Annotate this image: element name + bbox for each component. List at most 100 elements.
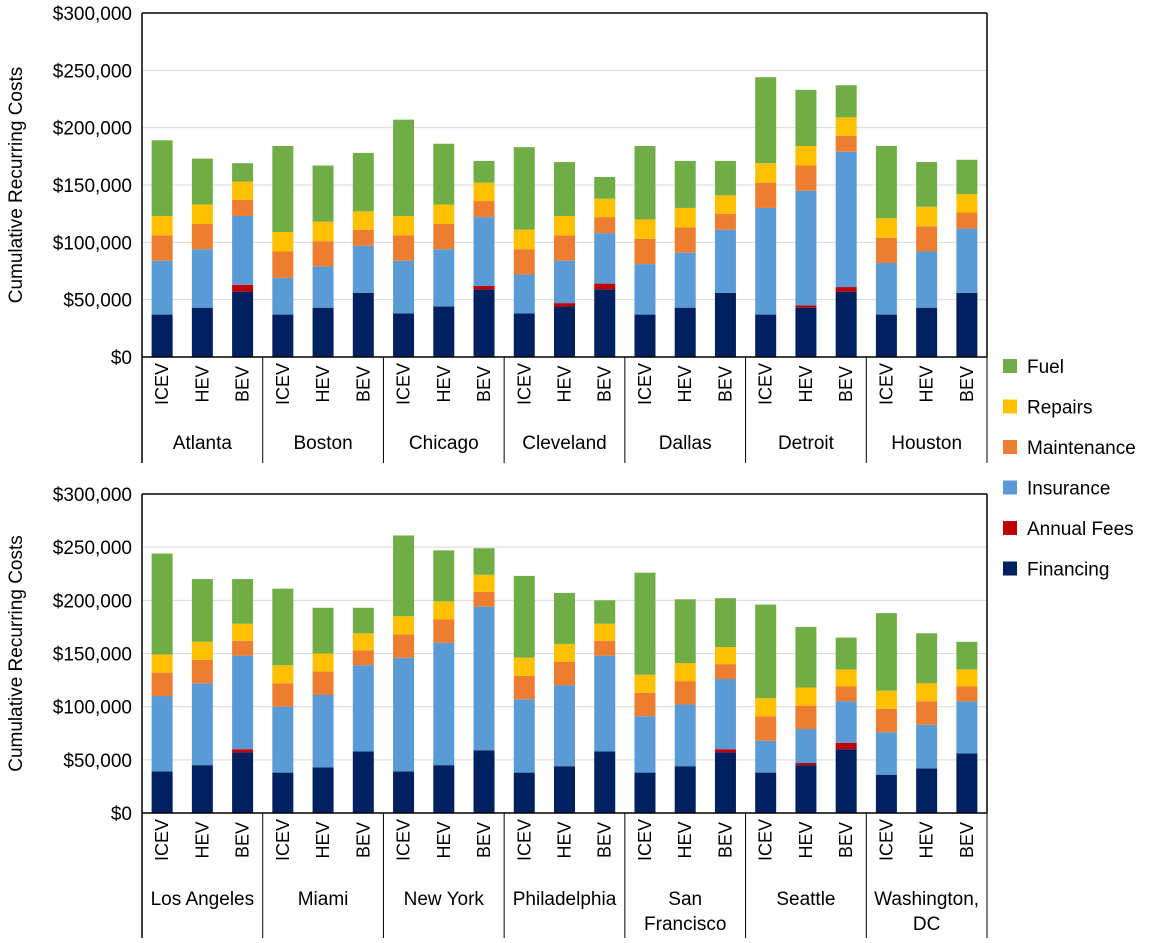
bar-segment-fuel bbox=[272, 588, 294, 666]
bar-segment-repairs bbox=[352, 211, 374, 230]
bar-segment-financing bbox=[795, 307, 817, 357]
bar-segment-maintenance bbox=[272, 251, 294, 278]
bar-segment-maintenance bbox=[875, 708, 897, 733]
legend-swatch bbox=[1003, 521, 1017, 535]
bar-segment-financing bbox=[554, 306, 575, 357]
bar-segment-fuel bbox=[554, 162, 575, 216]
bar-segment-repairs bbox=[473, 182, 495, 202]
bar-segment-financing bbox=[674, 307, 696, 357]
bar-segment-repairs bbox=[312, 653, 334, 672]
bar-segment-repairs bbox=[674, 663, 696, 682]
bar-segment-insurance bbox=[795, 728, 817, 764]
vehicle-type-label: HEV bbox=[434, 821, 454, 858]
vehicle-type-label: ICEV bbox=[152, 363, 172, 405]
bar-segment-maintenance bbox=[352, 650, 374, 666]
vehicle-type-label: BEV bbox=[353, 822, 373, 858]
bar-segment-insurance bbox=[835, 151, 857, 288]
bar-segment-fuel bbox=[513, 575, 535, 658]
city-label: Los Angeles bbox=[151, 889, 255, 910]
bar-segment-financing bbox=[513, 313, 535, 357]
vehicle-type-label: BEV bbox=[595, 366, 615, 402]
bar-segment-repairs bbox=[835, 117, 857, 136]
bar-segment-maintenance bbox=[393, 235, 415, 261]
bar-segment-fuel bbox=[151, 553, 173, 655]
bar-segment-maintenance bbox=[956, 212, 978, 229]
bar-segment-annual-fees bbox=[835, 742, 857, 750]
y-tick-label: $200,000 bbox=[53, 591, 132, 612]
city-label: Detroit bbox=[778, 433, 835, 454]
bar-segment-financing bbox=[191, 765, 213, 813]
bar-segment-maintenance bbox=[513, 249, 535, 275]
bar-segment-financing bbox=[312, 307, 334, 357]
bar-segment-maintenance bbox=[232, 640, 254, 656]
vehicle-type-label: BEV bbox=[957, 822, 977, 858]
bar-segment-insurance bbox=[875, 262, 897, 315]
bar-segment-financing bbox=[875, 774, 897, 813]
bar-segment-insurance bbox=[232, 215, 254, 285]
city-label: DC bbox=[913, 914, 940, 935]
vehicle-type-label: BEV bbox=[474, 822, 494, 858]
bar-segment-insurance bbox=[554, 685, 575, 767]
bar-segment-maintenance bbox=[594, 217, 616, 234]
vehicle-type-label: HEV bbox=[192, 365, 212, 402]
bar-segment-insurance bbox=[674, 704, 696, 767]
vehicle-type-label: HEV bbox=[796, 821, 816, 858]
bar-segment-insurance bbox=[473, 606, 495, 751]
bar-segment-repairs bbox=[916, 206, 938, 227]
legend-label: Financing bbox=[1027, 560, 1109, 581]
bar-segment-fuel bbox=[594, 600, 616, 624]
bar-segment-maintenance bbox=[916, 226, 938, 252]
bar-segment-annual-fees bbox=[714, 749, 736, 753]
y-tick-label: $250,000 bbox=[53, 61, 132, 82]
bar-segment-fuel bbox=[312, 165, 334, 222]
vehicle-type-label: ICEV bbox=[273, 363, 293, 405]
city-label: Francisco bbox=[644, 914, 726, 935]
legend-swatch bbox=[1003, 561, 1017, 576]
bar-segment-insurance bbox=[151, 696, 173, 772]
bar-segment-financing bbox=[956, 292, 978, 357]
bar-segment-financing bbox=[393, 771, 415, 813]
bar-segment-financing bbox=[473, 289, 495, 357]
bar-segment-fuel bbox=[956, 159, 978, 195]
bar-segment-financing bbox=[714, 752, 736, 813]
vehicle-type-label: ICEV bbox=[273, 819, 293, 861]
bar-segment-repairs bbox=[554, 643, 575, 663]
bar-segment-financing bbox=[473, 750, 495, 813]
bar-segment-maintenance bbox=[473, 201, 495, 218]
vehicle-type-label: ICEV bbox=[635, 363, 655, 405]
bar-segment-maintenance bbox=[755, 716, 777, 741]
bar-segment-repairs bbox=[312, 221, 334, 242]
city-label: New York bbox=[404, 889, 485, 910]
city-label: Houston bbox=[891, 433, 962, 454]
vehicle-type-label: BEV bbox=[233, 822, 253, 858]
bar-segment-insurance bbox=[795, 190, 817, 306]
bar-segment-fuel bbox=[875, 613, 897, 691]
bar-segment-repairs bbox=[755, 163, 777, 183]
vehicle-type-label: HEV bbox=[192, 821, 212, 858]
y-tick-label: $100,000 bbox=[53, 698, 132, 719]
bar-segment-repairs bbox=[875, 690, 897, 709]
y-tick-label: $100,000 bbox=[53, 233, 132, 254]
vehicle-type-label: ICEV bbox=[394, 819, 414, 861]
bar-segment-insurance bbox=[513, 699, 535, 773]
y-tick-label: $0 bbox=[111, 348, 132, 369]
bar-segment-insurance bbox=[232, 655, 254, 750]
vehicle-type-label: ICEV bbox=[635, 819, 655, 861]
bar-segment-repairs bbox=[352, 633, 374, 651]
vehicle-type-label: BEV bbox=[595, 822, 615, 858]
vehicle-type-label: HEV bbox=[313, 821, 333, 858]
bar-segment-fuel bbox=[634, 572, 656, 675]
y-tick-label: $150,000 bbox=[53, 645, 132, 666]
bar-segment-financing bbox=[634, 772, 656, 813]
bar-segment-maintenance bbox=[634, 692, 656, 717]
bar-segment-insurance bbox=[272, 706, 294, 773]
bar-segment-fuel bbox=[714, 598, 736, 648]
bar-segment-maintenance bbox=[312, 241, 334, 267]
vehicle-type-label: BEV bbox=[353, 366, 373, 402]
bar-segment-insurance bbox=[151, 260, 173, 315]
bar-segment-maintenance bbox=[714, 213, 736, 230]
bar-segment-financing bbox=[594, 289, 616, 357]
bar-segment-repairs bbox=[634, 219, 656, 239]
bar-segment-repairs bbox=[755, 698, 777, 717]
bar-segment-financing bbox=[835, 291, 857, 357]
